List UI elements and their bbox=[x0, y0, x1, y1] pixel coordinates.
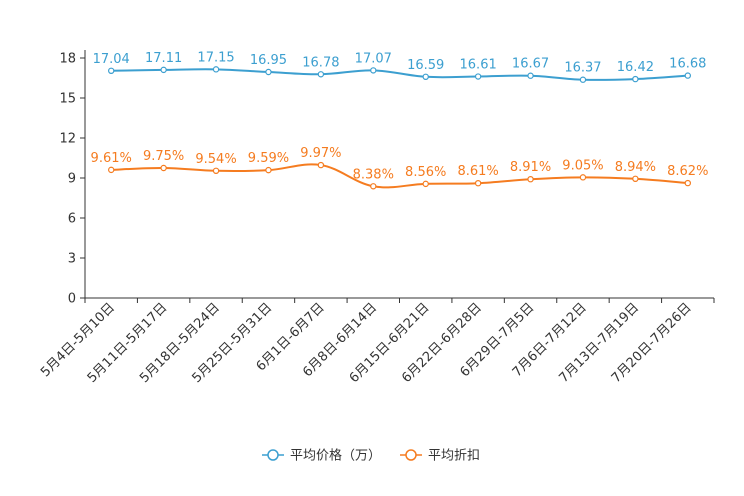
legend-label: 平均折扣 bbox=[428, 449, 480, 464]
data-point[interactable] bbox=[265, 68, 272, 76]
data-label: 17.07 bbox=[355, 51, 392, 66]
data-point[interactable] bbox=[212, 66, 220, 73]
data-point[interactable] bbox=[527, 175, 534, 183]
y-tick-label: 15 bbox=[59, 92, 76, 107]
data-label: 8.94% bbox=[615, 160, 656, 175]
legend-item-average-price[interactable]: 平均价格（万） bbox=[262, 448, 381, 464]
legend-marker-icon bbox=[267, 449, 279, 461]
data-point[interactable] bbox=[317, 71, 325, 78]
legend-item-average-discount[interactable]: 平均折扣 bbox=[400, 449, 480, 464]
data-point[interactable] bbox=[632, 75, 639, 83]
data-label: 17.04 bbox=[93, 52, 130, 67]
y-tick-label: 9 bbox=[68, 172, 76, 187]
legend-marker-icon bbox=[405, 449, 417, 461]
data-label: 8.61% bbox=[457, 164, 498, 179]
series-average-price: 17.04 17.11 17.15 16.95 16.78 17.07 16.59 16.61… bbox=[93, 50, 706, 83]
data-label: 16.37 bbox=[564, 61, 601, 76]
data-point[interactable] bbox=[370, 183, 377, 190]
data-label: 16.67 bbox=[512, 57, 549, 72]
data-point[interactable] bbox=[422, 73, 429, 81]
y-tick-label: 18 bbox=[59, 52, 76, 67]
data-label: 16.95 bbox=[250, 53, 287, 68]
data-label: 8.38% bbox=[353, 167, 394, 182]
data-label: 8.91% bbox=[510, 160, 551, 175]
data-point[interactable] bbox=[422, 180, 429, 188]
data-point[interactable] bbox=[212, 167, 220, 174]
chart-axes: 03691215185月4日-5月10日5月11日-5月17日5月18日-5月2… bbox=[38, 50, 715, 386]
data-point[interactable] bbox=[370, 67, 377, 74]
data-point[interactable] bbox=[632, 175, 639, 182]
data-point[interactable] bbox=[579, 174, 587, 181]
data-point[interactable] bbox=[527, 72, 534, 79]
data-point[interactable] bbox=[474, 179, 482, 187]
data-label: 16.78 bbox=[302, 55, 339, 70]
data-label: 16.42 bbox=[617, 60, 654, 75]
data-label: 16.61 bbox=[460, 58, 497, 73]
data-label: 9.97% bbox=[300, 146, 341, 161]
data-label: 9.75% bbox=[143, 149, 184, 164]
y-tick-label: 0 bbox=[68, 292, 76, 307]
series-line bbox=[111, 163, 688, 189]
legend-label: 平均价格（万） bbox=[290, 448, 381, 464]
data-label: 17.11 bbox=[145, 51, 182, 66]
series-average-discount: 9.61% 9.75% 9.54% 9.59% 9.97% 8.38% 8.56% 8.61%… bbox=[91, 146, 708, 190]
data-label: 8.62% bbox=[667, 164, 708, 179]
data-label: 16.59 bbox=[407, 58, 444, 73]
y-tick-label: 6 bbox=[68, 212, 76, 227]
data-label: 8.56% bbox=[405, 165, 446, 180]
data-point[interactable] bbox=[265, 166, 272, 174]
series-layer: 17.04 17.11 17.15 16.95 16.78 17.07 16.59 16.61… bbox=[91, 50, 708, 190]
data-label: 9.59% bbox=[248, 151, 289, 166]
data-point[interactable] bbox=[317, 161, 325, 169]
data-label: 16.68 bbox=[669, 57, 706, 72]
data-label: 9.61% bbox=[91, 151, 132, 166]
data-point[interactable] bbox=[108, 67, 115, 75]
data-point[interactable] bbox=[160, 164, 167, 172]
chart-legend[interactable]: 平均价格（万） 平均折扣 bbox=[262, 448, 480, 464]
series-line bbox=[111, 68, 688, 81]
data-point[interactable] bbox=[684, 72, 691, 79]
data-label: 9.05% bbox=[562, 158, 603, 173]
data-point[interactable] bbox=[579, 76, 587, 83]
data-label: 9.54% bbox=[195, 152, 236, 167]
y-tick-label: 12 bbox=[59, 132, 76, 147]
data-point[interactable] bbox=[108, 166, 115, 174]
data-label: 17.15 bbox=[197, 50, 234, 65]
data-point[interactable] bbox=[474, 73, 482, 80]
data-point[interactable] bbox=[684, 179, 691, 187]
data-point[interactable] bbox=[160, 66, 167, 74]
y-tick-label: 3 bbox=[68, 252, 76, 267]
